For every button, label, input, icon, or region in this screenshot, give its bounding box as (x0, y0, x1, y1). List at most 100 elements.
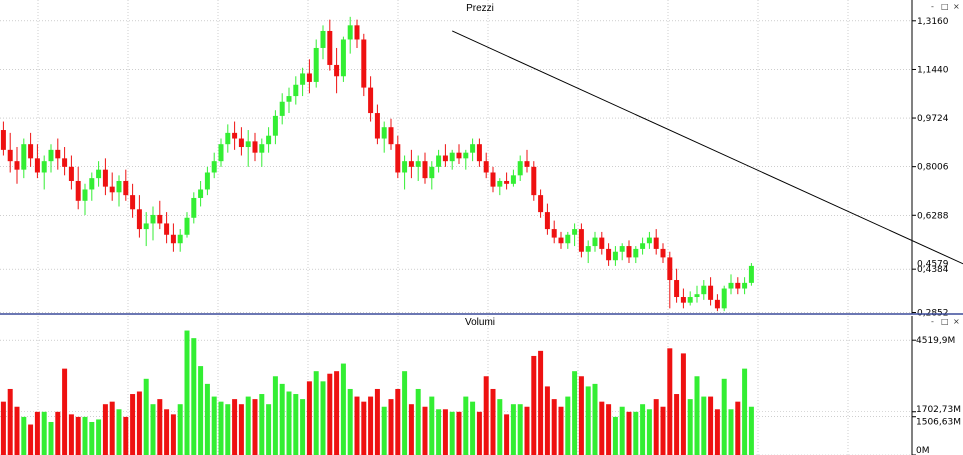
volume-bar[interactable] (558, 406, 564, 455)
volume-bar[interactable] (728, 409, 734, 455)
candle[interactable] (211, 152, 217, 179)
candle[interactable] (41, 155, 47, 190)
candle[interactable] (646, 231, 652, 249)
volume-bar[interactable] (238, 404, 244, 455)
candle[interactable] (674, 268, 680, 303)
volume-bar[interactable] (102, 404, 108, 455)
volume-bar[interactable] (538, 350, 544, 455)
volume-bar[interactable] (170, 414, 176, 455)
candle[interactable] (123, 169, 129, 201)
volume-bar[interactable] (68, 414, 74, 455)
volume-bar[interactable] (578, 376, 584, 455)
candle[interactable] (164, 212, 170, 244)
volume-bar[interactable] (354, 396, 360, 455)
candle[interactable] (524, 149, 530, 173)
candle[interactable] (470, 138, 476, 162)
volume-bar[interactable] (300, 399, 306, 455)
volume-bar[interactable] (198, 366, 204, 455)
candle[interactable] (198, 180, 204, 207)
volume-bar[interactable] (497, 399, 503, 455)
candle[interactable] (204, 166, 210, 196)
volume-bar[interactable] (633, 411, 639, 455)
candle[interactable] (272, 110, 278, 145)
candle[interactable] (442, 144, 448, 167)
candle[interactable] (633, 246, 639, 264)
volume-bar[interactable] (96, 419, 102, 455)
volume-bar[interactable] (82, 416, 88, 455)
candle[interactable] (368, 76, 374, 122)
volume-bar[interactable] (34, 411, 40, 455)
candle[interactable] (102, 158, 108, 196)
candle[interactable] (517, 155, 523, 181)
candle[interactable] (558, 231, 564, 249)
volume-bar[interactable] (483, 376, 489, 455)
candle[interactable] (748, 263, 754, 286)
candle[interactable] (320, 25, 326, 60)
trendline[interactable] (451, 30, 963, 276)
volume-bar[interactable] (374, 388, 380, 455)
volume-bar[interactable] (742, 368, 748, 455)
volume-bar[interactable] (640, 404, 646, 455)
volume-bar[interactable] (62, 368, 68, 455)
volume-bar[interactable] (735, 401, 741, 455)
candle[interactable] (531, 161, 537, 201)
candle[interactable] (334, 47, 340, 94)
volume-bar[interactable] (28, 424, 34, 455)
price-maximize-button[interactable]: □ (941, 2, 949, 11)
volume-bar[interactable] (470, 401, 476, 455)
candle[interactable] (136, 195, 142, 238)
candle[interactable] (653, 229, 659, 255)
candle[interactable] (660, 243, 666, 264)
volume-maximize-button[interactable]: □ (941, 317, 949, 326)
volume-bar[interactable] (109, 401, 115, 455)
candle[interactable] (585, 240, 591, 264)
candle[interactable] (21, 138, 27, 179)
candle[interactable] (28, 132, 34, 167)
candle[interactable] (245, 130, 251, 167)
volume-bar[interactable] (490, 388, 496, 455)
volume-bar[interactable] (449, 411, 455, 455)
volume-bar[interactable] (599, 401, 605, 455)
volume-bar[interactable] (272, 376, 278, 455)
volume-bar[interactable] (7, 388, 13, 455)
price-candles[interactable] (0, 16, 754, 312)
candle[interactable] (184, 212, 190, 238)
candle[interactable] (116, 175, 122, 207)
volume-bars[interactable] (0, 330, 754, 455)
candle[interactable] (415, 155, 421, 181)
candle[interactable] (14, 147, 20, 184)
candle[interactable] (279, 93, 285, 125)
volume-bar[interactable] (748, 406, 754, 455)
candle[interactable] (238, 127, 244, 156)
volume-bar[interactable] (252, 399, 258, 455)
volume-bar[interactable] (674, 394, 680, 455)
candle[interactable] (490, 166, 496, 193)
volume-bar[interactable] (606, 404, 612, 455)
volume-bar[interactable] (531, 355, 537, 455)
volume-bar[interactable] (687, 399, 693, 455)
candle[interactable] (551, 220, 557, 244)
candle[interactable] (565, 231, 571, 249)
candle[interactable] (55, 138, 61, 170)
candle[interactable] (395, 135, 401, 179)
volume-bar[interactable] (157, 399, 163, 455)
volume-bar[interactable] (456, 411, 462, 455)
candle[interactable] (572, 223, 578, 247)
volume-bar[interactable] (510, 404, 516, 455)
candle[interactable] (374, 104, 380, 145)
candle[interactable] (259, 138, 265, 167)
volume-bar[interactable] (279, 383, 285, 455)
volume-bar[interactable] (293, 394, 299, 455)
volume-bar[interactable] (585, 386, 591, 455)
volume-bar[interactable] (204, 383, 210, 455)
volume-bar[interactable] (177, 404, 183, 455)
volume-bar[interactable] (619, 406, 625, 455)
candle[interactable] (714, 294, 720, 312)
candle[interactable] (225, 124, 231, 153)
volume-bar[interactable] (402, 371, 408, 455)
volume-bar[interactable] (266, 404, 272, 455)
volume-bar[interactable] (347, 388, 353, 455)
volume-bar[interactable] (408, 404, 414, 455)
volume-bar[interactable] (701, 396, 707, 455)
candle[interactable] (34, 144, 40, 179)
